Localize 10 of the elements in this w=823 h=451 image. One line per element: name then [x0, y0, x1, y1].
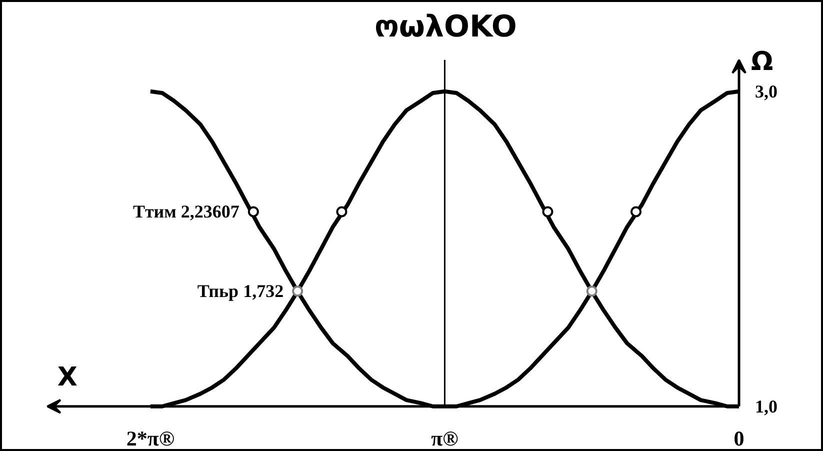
y-axis-title: Ω [751, 46, 774, 77]
x-tick-label: 0 [734, 426, 744, 450]
y-tick-label: 1,0 [755, 396, 778, 416]
x-tick-label: 2*π® [126, 426, 175, 450]
data-label: Тпьр 1,732 [197, 281, 284, 302]
x-axis-title: X [57, 362, 78, 392]
data-label: Ттим 2,23607 [132, 202, 240, 222]
x-tick-label: π® [431, 426, 459, 450]
y-tick-label: 3,0 [755, 81, 778, 102]
chart-title: ოωλOKO [374, 10, 517, 44]
